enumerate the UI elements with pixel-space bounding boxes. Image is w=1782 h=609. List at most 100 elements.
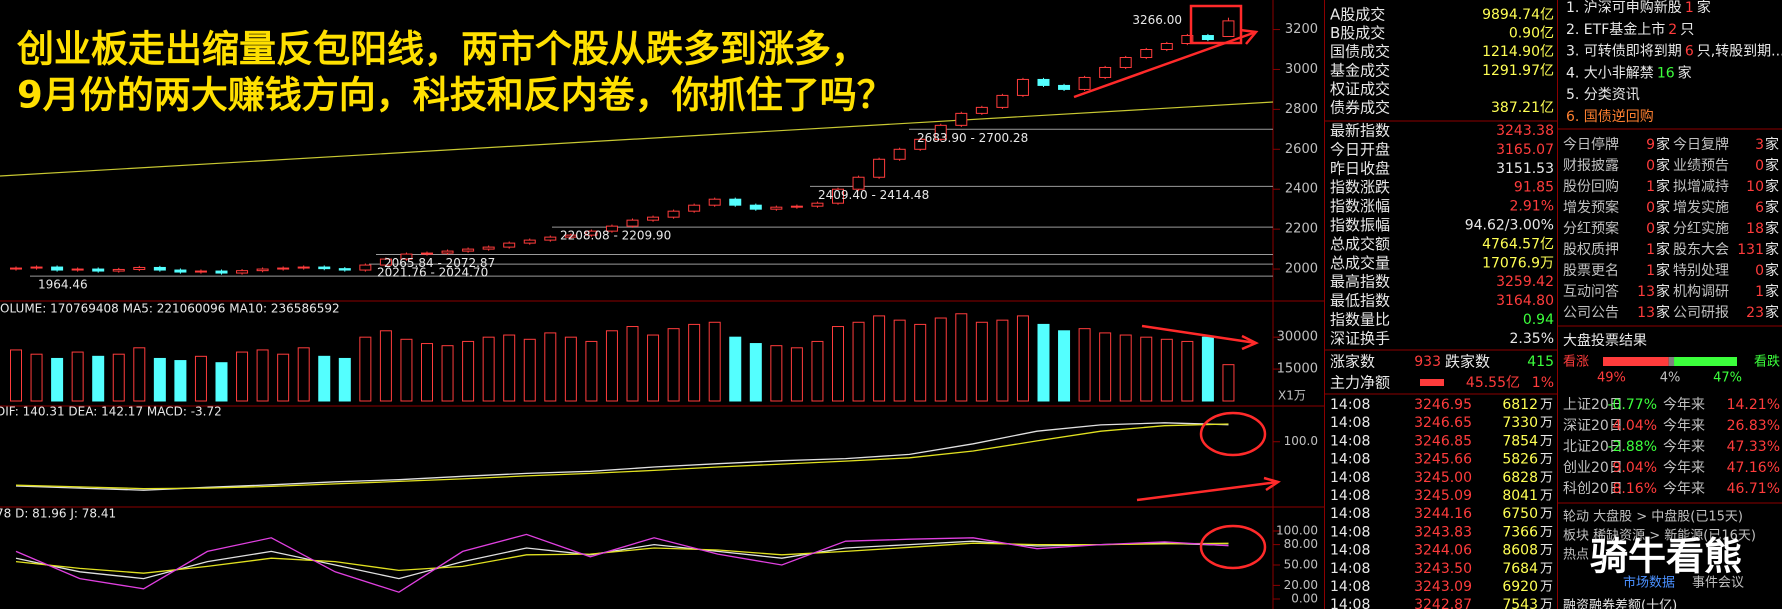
perf-label: 今年来	[1663, 481, 1705, 497]
event-unit: 家	[1656, 220, 1670, 237]
stat-value: 9894.74亿	[1482, 7, 1554, 23]
tick-time: 14:08	[1330, 470, 1370, 486]
event-unit: 家	[1656, 136, 1670, 153]
perf-value: -0.77%	[1607, 397, 1657, 413]
stat-label: 指数涨跌	[1330, 178, 1390, 196]
tick-time: 14:08	[1330, 524, 1370, 540]
tick-unit: 万	[1540, 561, 1553, 576]
y-tick-label: 2400	[1285, 182, 1318, 197]
candle-body	[1016, 78, 1029, 96]
stat-label: 指数振幅	[1330, 216, 1390, 234]
candle-body	[215, 270, 228, 274]
trend-line	[0, 101, 1274, 177]
volume-bar	[832, 326, 844, 402]
rotation-line: 板块 稀缺资源 > 新能源(已16天)	[1563, 528, 1756, 544]
news-item[interactable]: 6. 国债逆回购	[1566, 109, 1654, 125]
candle-body	[873, 158, 886, 178]
breadth-label: 跌家数	[1445, 353, 1490, 371]
event-unit: 家	[1765, 178, 1779, 195]
volume-bar	[790, 347, 803, 402]
event-count: 0	[1646, 200, 1655, 216]
volume-bar	[852, 321, 865, 402]
volume-bar	[277, 353, 290, 402]
candle-body	[318, 266, 331, 270]
event-label: 今日停牌	[1563, 136, 1619, 153]
tab[interactable]: 市场数据	[1623, 575, 1675, 591]
y-tick-label: 2600	[1285, 142, 1318, 157]
event-label: 增发实施	[1673, 200, 1729, 216]
stat-value: 2.35%	[1510, 331, 1554, 347]
tick-time: 14:08	[1330, 488, 1370, 504]
perf-value: 47.33%	[1727, 439, 1780, 455]
candle-body	[1160, 43, 1173, 50]
y-tick-label: 2800	[1285, 102, 1318, 117]
stat-label: 总成交额	[1330, 235, 1390, 253]
tick-time: 14:08	[1330, 543, 1370, 559]
candle-body	[1181, 35, 1194, 45]
indicator-line	[15, 542, 1229, 574]
volume-bar	[92, 355, 105, 402]
candle-body	[688, 204, 701, 212]
arrow	[1136, 480, 1279, 502]
volume-bar	[996, 319, 1009, 402]
y-tick-label: 3000	[1285, 62, 1318, 77]
candle-body	[112, 268, 125, 272]
volume-bar	[51, 357, 64, 402]
volume-bar	[811, 340, 824, 402]
candle-body	[421, 252, 433, 255]
event-unit: 家	[1765, 304, 1779, 321]
volume-bar	[338, 357, 351, 402]
candle-body	[790, 205, 803, 208]
candle-body	[133, 266, 146, 270]
volume-bar	[1222, 364, 1235, 402]
y-tick-label: 0.00	[1291, 592, 1318, 606]
stat-value: 17076.9万	[1482, 255, 1554, 271]
vote-share-label: 49%	[1597, 371, 1626, 386]
volume-bar	[1140, 336, 1153, 402]
news-item[interactable]: 5. 分类资讯	[1566, 87, 1640, 103]
tab[interactable]: 事件会议	[1692, 576, 1744, 591]
rotation-line: 热点	[1563, 548, 1589, 563]
volume-bar	[1181, 340, 1194, 402]
perf-label: 科创20日	[1563, 481, 1623, 497]
news-unit: 家	[1697, 0, 1711, 16]
event-count: 18	[1746, 221, 1764, 237]
perf-label: 今年来	[1663, 418, 1705, 434]
stat-label: 总成交量	[1330, 254, 1390, 272]
event-unit: 家	[1765, 157, 1779, 174]
news-unit: 只	[1680, 22, 1694, 38]
candle-body	[585, 230, 598, 236]
candle-body	[996, 94, 1009, 108]
news-item[interactable]: 2. ETF基金上市	[1566, 21, 1665, 38]
event-unit: 家	[1656, 157, 1670, 174]
volume-bar	[421, 343, 433, 402]
highlight-circle	[1199, 411, 1267, 457]
news-item[interactable]: 1. 沪深可申购新股	[1566, 0, 1682, 16]
tick-price: 3243.83	[1414, 524, 1472, 540]
candle-body	[770, 206, 783, 210]
stat-value: 3243.38	[1496, 123, 1554, 139]
stat-label: 权证成交	[1330, 80, 1390, 98]
tick-price: 3242.87	[1414, 597, 1472, 609]
event-unit: 家	[1656, 241, 1670, 258]
tick-volume: 6812	[1502, 397, 1538, 413]
breadth-value: 933	[1414, 354, 1441, 370]
news-item[interactable]: 3. 可转债即将到期	[1566, 44, 1682, 60]
flow-pct: 1%	[1532, 375, 1554, 391]
stat-label: 基金成交	[1330, 61, 1390, 79]
perf-value: 9.04%	[1613, 460, 1657, 476]
stat-label: 国债成交	[1330, 43, 1390, 61]
rotation-line: 轮动 大盘股 > 中盘股(已15天)	[1563, 509, 1743, 525]
volume-bar	[133, 347, 146, 402]
tick-volume: 7543	[1502, 597, 1538, 609]
perf-value: 26.83%	[1727, 418, 1780, 434]
tick-time: 14:08	[1330, 506, 1370, 522]
candle-body	[1222, 20, 1235, 38]
volume-bar	[708, 321, 721, 402]
stat-label: 最低指数	[1330, 292, 1390, 310]
news-item[interactable]: 4. 大小非解禁	[1566, 65, 1654, 81]
stat-value: 1214.90亿	[1482, 44, 1554, 60]
candle-body	[1201, 35, 1214, 41]
